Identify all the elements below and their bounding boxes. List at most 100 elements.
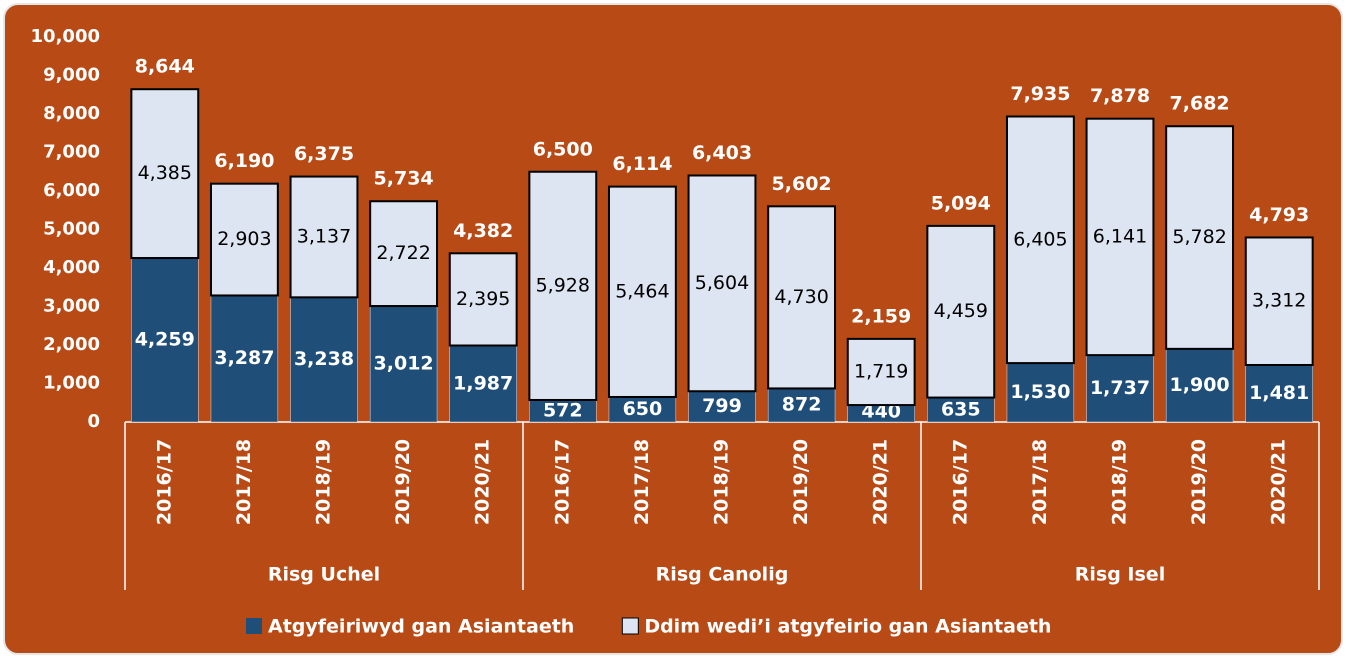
x-tick-label: 2019/20 — [1188, 439, 1210, 525]
bar-segment — [449, 345, 517, 423]
total-label: 7,682 — [1170, 93, 1230, 115]
legend-label: Atgyfeiriwyd gan Asiantaeth — [268, 616, 574, 638]
data-label: 3,238 — [294, 348, 354, 370]
x-tick-label: 2019/20 — [392, 439, 414, 525]
bar-segment — [767, 205, 837, 390]
bar-segment — [1086, 354, 1154, 423]
x-tick-label: 2017/18 — [631, 439, 653, 525]
data-label: 1,481 — [1249, 382, 1309, 404]
total-label: 5,094 — [931, 192, 991, 214]
data-label: 799 — [702, 395, 742, 417]
bar-segment — [369, 305, 438, 423]
total-label: 4,793 — [1249, 204, 1309, 226]
data-label: 4,385 — [138, 162, 192, 184]
bar-segment — [927, 397, 995, 423]
y-tick-label: 4,000 — [43, 257, 100, 278]
x-tick-label: 2018/19 — [1109, 439, 1131, 525]
bar-segment — [607, 185, 677, 398]
data-label: 1,719 — [854, 360, 908, 382]
bar-segment — [767, 388, 836, 423]
y-tick-label: 3,000 — [43, 296, 100, 317]
bar-segment — [688, 390, 756, 423]
bar-segment — [130, 88, 200, 260]
data-label: 5,464 — [615, 280, 669, 302]
data-label: 1,530 — [1010, 381, 1070, 403]
group-label: Risg Canolig — [656, 564, 789, 586]
x-tick-label: 2017/18 — [233, 439, 255, 525]
bar-segment — [1245, 364, 1313, 423]
data-label: 872 — [782, 394, 822, 416]
data-label: 572 — [543, 399, 583, 421]
legend-label: Ddim wedi’i atgyfeirio gan Asiantaeth — [644, 616, 1051, 638]
bar-segment — [1165, 348, 1234, 423]
data-label: 1,987 — [453, 372, 513, 394]
bar-segment — [846, 337, 916, 407]
bar-segment — [209, 182, 279, 297]
bar-segment — [369, 200, 439, 308]
bar-segment — [528, 170, 598, 401]
total-label: 6,190 — [214, 150, 274, 172]
total-label: 6,375 — [294, 143, 354, 165]
x-tick-label: 2018/19 — [711, 439, 733, 525]
bar-segment — [1244, 236, 1314, 366]
bar-segment — [448, 252, 518, 347]
data-label: 4,730 — [774, 286, 828, 308]
x-tick-label: 2018/19 — [313, 439, 335, 525]
data-label: 1,737 — [1090, 377, 1150, 399]
data-label: 5,928 — [536, 274, 590, 296]
x-tick-label: 2016/17 — [551, 439, 573, 525]
data-label: 4,459 — [934, 300, 988, 322]
data-label: 3,137 — [297, 225, 351, 247]
y-tick-label: 6,000 — [43, 180, 100, 201]
y-tick-label: 10,000 — [31, 26, 100, 47]
total-label: 6,500 — [533, 138, 593, 160]
total-label: 4,382 — [453, 220, 513, 242]
data-label: 3,312 — [1252, 290, 1306, 312]
bar-segment — [1005, 115, 1075, 365]
data-label: 650 — [623, 398, 663, 420]
x-tick-label: 2020/21 — [1268, 439, 1290, 525]
legend-swatch — [621, 617, 639, 635]
bar-segment — [687, 174, 757, 393]
data-label: 3,012 — [374, 353, 434, 375]
bar-segment — [131, 257, 199, 423]
bar-segment — [608, 396, 677, 423]
y-tick-label: 8,000 — [43, 103, 100, 124]
total-label: 7,878 — [1090, 85, 1150, 107]
x-tick-label: 2017/18 — [1029, 439, 1051, 525]
y-tick-label: 0 — [87, 411, 100, 432]
group-label: Risg Isel — [1075, 564, 1165, 586]
bar-segment — [289, 175, 359, 299]
total-label: 6,403 — [692, 142, 752, 164]
y-tick-label: 1,000 — [43, 373, 100, 394]
bar-segment — [290, 297, 358, 423]
data-label: 635 — [941, 398, 981, 420]
bar-segment — [1085, 117, 1155, 357]
data-label: 2,903 — [217, 228, 271, 250]
data-label: 2,395 — [456, 288, 510, 310]
total-label: 5,734 — [374, 168, 434, 190]
y-tick-label: 5,000 — [43, 219, 100, 240]
data-label: 6,405 — [1013, 228, 1067, 250]
data-label: 5,604 — [695, 272, 749, 294]
bar-segment — [210, 295, 279, 423]
data-label: 2,722 — [376, 242, 430, 264]
y-tick-label: 2,000 — [43, 334, 100, 355]
data-label: 3,287 — [214, 347, 274, 369]
x-tick-label: 2020/21 — [472, 439, 494, 525]
x-tick-label: 2016/17 — [153, 439, 175, 525]
bar-segment — [1006, 362, 1075, 423]
bar-segment — [1165, 125, 1235, 350]
data-label: 1,900 — [1170, 374, 1230, 396]
data-label: 5,782 — [1172, 226, 1226, 248]
x-tick-label: 2016/17 — [949, 439, 971, 525]
y-tick-label: 9,000 — [43, 65, 100, 86]
x-tick-label: 2020/21 — [870, 439, 892, 525]
data-label: 6,141 — [1093, 225, 1147, 247]
total-label: 6,114 — [612, 153, 672, 175]
total-label: 2,159 — [851, 305, 911, 327]
legend-swatch — [246, 618, 262, 634]
total-label: 7,935 — [1010, 83, 1070, 105]
